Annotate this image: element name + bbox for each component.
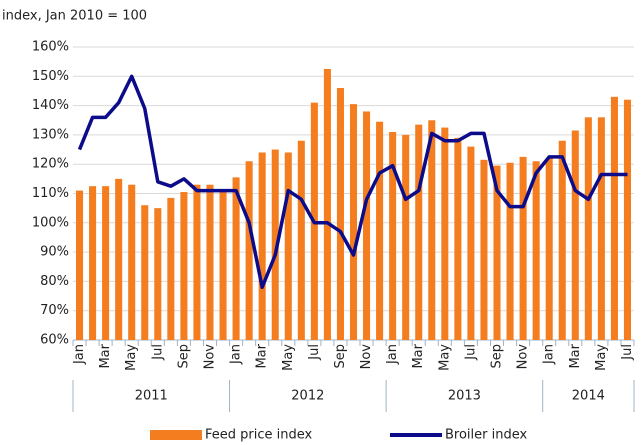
- bar: [389, 131, 397, 340]
- bar: [558, 140, 566, 340]
- x-tick-label: Nov: [202, 344, 217, 370]
- y-tick-label: 70%: [40, 303, 69, 318]
- bar: [584, 117, 592, 340]
- legend-label: Feed price index: [205, 428, 313, 443]
- bar: [349, 104, 358, 340]
- legend-swatch: [150, 430, 202, 440]
- y-tick-label: 80%: [40, 274, 69, 289]
- x-tick-label: Sep: [176, 344, 191, 369]
- bar: [454, 137, 462, 340]
- bar: [376, 121, 384, 340]
- bar: [623, 99, 631, 341]
- x-tick-label: May: [437, 344, 452, 371]
- bar: [415, 124, 423, 341]
- bar: [271, 149, 279, 340]
- bar: [167, 197, 175, 340]
- group-label: 2012: [291, 389, 324, 404]
- x-tick-label: Nov: [516, 344, 531, 370]
- x-tick-label: Jan: [385, 344, 400, 365]
- y-tick-label: 150%: [32, 69, 69, 84]
- x-tick-label: Mar: [98, 343, 113, 368]
- bar: [480, 159, 488, 340]
- x-tick-label: Jan: [72, 344, 87, 365]
- x-tick-label: Sep: [333, 344, 348, 369]
- bar: [232, 177, 240, 340]
- x-tick-label: Jan: [229, 344, 244, 365]
- bar: [76, 190, 84, 340]
- y-tick-label: 110%: [32, 186, 69, 201]
- x-tick-label: Jan: [542, 344, 557, 365]
- bar: [258, 152, 266, 340]
- bar: [571, 130, 579, 340]
- bar: [193, 184, 201, 340]
- bar: [115, 178, 123, 340]
- bar: [284, 152, 292, 340]
- x-tick-label: May: [594, 344, 609, 371]
- bar: [154, 208, 162, 340]
- y-tick-label: 60%: [40, 333, 69, 348]
- x-tick-label: Mar: [255, 343, 270, 368]
- x-tick-label: May: [281, 344, 296, 371]
- bar: [402, 134, 410, 340]
- bar: [519, 156, 527, 340]
- bar: [323, 68, 331, 340]
- y-tick-label: 160%: [32, 40, 69, 55]
- group-label: 2011: [135, 389, 168, 404]
- bar: [506, 162, 514, 340]
- bar: [219, 190, 227, 340]
- y-tick-label: 120%: [32, 157, 69, 172]
- bar: [493, 165, 501, 340]
- x-tick-label: Jul: [307, 344, 322, 361]
- x-tick-label: Jul: [150, 344, 165, 361]
- x-tick-label: Nov: [359, 344, 374, 370]
- bar: [206, 184, 214, 340]
- y-tick-label: 140%: [32, 98, 69, 113]
- x-tick-label: Jul: [620, 344, 635, 361]
- bar: [545, 158, 553, 340]
- bar: [441, 127, 449, 340]
- bar: [467, 146, 475, 340]
- bar: [128, 184, 136, 340]
- bar: [428, 120, 436, 340]
- bar: [180, 192, 188, 340]
- chart-subtitle: index, Jan 2010 = 100: [2, 9, 147, 24]
- bar: [363, 111, 371, 341]
- line: [77, 74, 628, 290]
- x-tick-label: Mar: [411, 343, 426, 368]
- y-tick-label: 130%: [32, 127, 69, 142]
- x-tick-label: Sep: [490, 344, 505, 369]
- bar: [597, 117, 605, 340]
- legend-label: Broiler index: [445, 428, 528, 443]
- bar: [610, 96, 618, 340]
- bar: [245, 161, 253, 340]
- y-tick-label: 100%: [32, 215, 69, 230]
- bar: [336, 88, 344, 341]
- group-label: 2014: [572, 389, 605, 404]
- bar: [89, 186, 97, 340]
- x-tick-label: May: [124, 344, 139, 371]
- x-tick-label: Mar: [568, 343, 583, 368]
- bar: [102, 186, 110, 340]
- bar: [297, 140, 305, 340]
- bar: [532, 161, 540, 340]
- group-label: 2013: [448, 389, 481, 404]
- x-tick-label: Jul: [463, 344, 478, 361]
- bar: [141, 205, 149, 340]
- y-tick-label: 90%: [40, 245, 69, 260]
